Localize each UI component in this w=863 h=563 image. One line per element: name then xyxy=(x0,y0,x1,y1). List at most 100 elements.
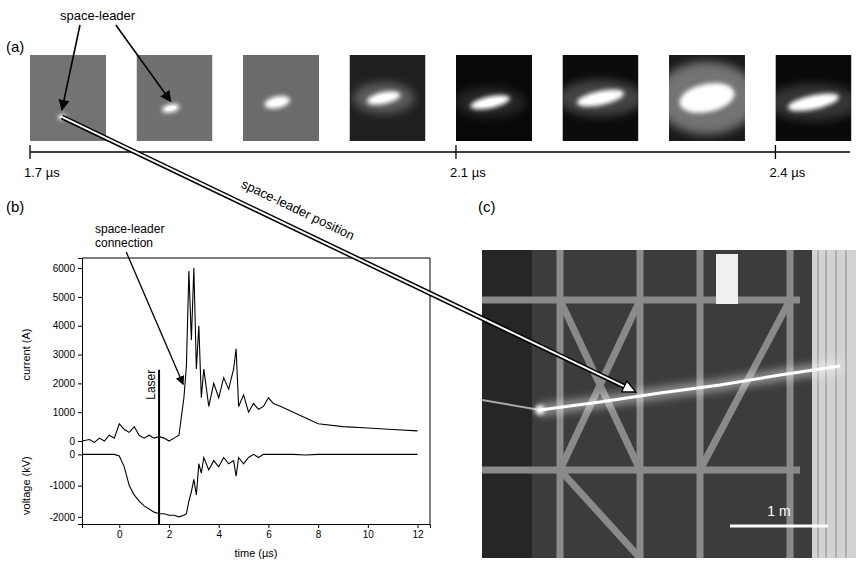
photo-curtain xyxy=(812,250,856,558)
timeline-tick xyxy=(775,145,776,159)
y2-axis-tick: -2000 xyxy=(49,512,82,523)
tick-label: 5000 xyxy=(53,292,76,303)
scale-bar-label: 1 m xyxy=(767,503,790,519)
timeline-label: 1.7 µs xyxy=(24,165,60,180)
timeline-label: 2.1 µs xyxy=(450,165,486,180)
axis-line xyxy=(78,259,83,525)
tick-mark xyxy=(268,524,269,528)
timeline-axis xyxy=(30,151,850,152)
panel-c: 1 m xyxy=(482,250,856,558)
photo-beam xyxy=(637,250,644,558)
frame-content xyxy=(775,55,851,141)
frame-glow xyxy=(562,80,638,116)
panel-label: (c) xyxy=(478,198,496,215)
space-leader-blob xyxy=(787,90,841,115)
x-axis-tick: 6 xyxy=(266,524,272,540)
tick-mark xyxy=(78,326,82,327)
photo-beam xyxy=(560,470,640,558)
frame-glow xyxy=(775,84,851,120)
space-leader-core xyxy=(797,96,829,109)
panel-label: (b) xyxy=(6,198,24,215)
link-arrow xyxy=(62,117,636,392)
timeline-tick xyxy=(455,145,456,159)
y-axis-title: current (A) xyxy=(20,329,32,381)
y-axis-tick: 5000 xyxy=(53,292,82,303)
timeline-tick xyxy=(29,145,30,159)
tick-label: 10 xyxy=(363,529,375,540)
panel-label: (a) xyxy=(6,38,24,55)
plot-frame xyxy=(82,258,430,524)
spark xyxy=(540,366,840,410)
frame-glow xyxy=(669,62,745,135)
timeline-label: 2.4 µs xyxy=(769,165,805,180)
frame xyxy=(136,55,212,141)
y2-axis: -2000-10000 xyxy=(49,259,82,525)
tick-mark xyxy=(78,486,82,487)
space-leader-core xyxy=(373,93,394,103)
frame-image xyxy=(349,55,425,141)
series-line xyxy=(82,454,418,516)
tick-label: -2000 xyxy=(49,512,75,523)
link-arrow-head xyxy=(622,381,636,392)
x-axis-tick: 12 xyxy=(413,524,425,540)
tick-mark xyxy=(78,297,82,298)
photo-curtain-fold xyxy=(825,250,827,558)
frame-image xyxy=(136,55,212,141)
annotation-arrow xyxy=(116,25,171,101)
frame-content xyxy=(30,55,106,141)
space-leader-blob xyxy=(677,78,738,117)
axis-line xyxy=(83,525,431,529)
tick-mark xyxy=(78,517,82,518)
frame xyxy=(657,55,758,141)
x-axis-title: time (µs) xyxy=(234,547,277,559)
spark-end xyxy=(535,405,545,415)
space-leader-blob xyxy=(576,86,626,110)
tick-label: 0 xyxy=(117,529,123,540)
frame-glow xyxy=(353,82,414,113)
tick-label: 1000 xyxy=(53,407,76,418)
photo-curtain-fold xyxy=(835,250,837,558)
axis-line xyxy=(78,259,83,525)
photo-beam xyxy=(697,250,704,558)
tick-label: 2000 xyxy=(53,378,76,389)
tick-mark xyxy=(318,524,319,528)
y-axis-tick: 4000 xyxy=(53,320,82,331)
y-axis-tick: 0 xyxy=(69,436,82,447)
photo-curtain-fold xyxy=(845,250,847,558)
scale-bar xyxy=(730,525,828,528)
frame xyxy=(30,55,106,141)
link-arrow-outline xyxy=(62,117,624,386)
space-leader-core xyxy=(165,105,176,111)
annotation-line: space-leader xyxy=(95,222,164,236)
tick-label: 12 xyxy=(413,529,425,540)
photo-curtain-fold xyxy=(817,250,819,558)
frame xyxy=(557,55,643,141)
tick-label: 6 xyxy=(266,529,272,540)
link-annotation: space-leader position xyxy=(239,176,357,243)
x-axis-tick: 10 xyxy=(363,524,375,540)
frame xyxy=(767,55,861,141)
frame-content xyxy=(349,55,425,141)
spark-glow xyxy=(540,366,840,410)
tick-mark xyxy=(119,524,120,528)
photo-background xyxy=(482,250,856,558)
marker-label: Laser xyxy=(144,370,158,400)
y-axis-tick: 3000 xyxy=(53,349,82,360)
tick-mark xyxy=(78,383,82,384)
x-axis-tick: 4 xyxy=(216,524,222,540)
tick-label: 0 xyxy=(69,436,75,447)
tick-mark xyxy=(78,441,82,442)
panel-a: 1.7 µs2.1 µs2.4 µsspace-leader xyxy=(24,8,860,180)
tick-mark xyxy=(78,268,82,269)
space-leader-blob xyxy=(161,103,180,115)
frame xyxy=(243,55,319,141)
frame-content xyxy=(243,55,319,141)
x-axis: 0 2 4 6 8 10 12 xyxy=(83,524,431,540)
space-leader-blob xyxy=(469,92,511,112)
tick-label: 2 xyxy=(167,529,173,540)
tick-label: 8 xyxy=(316,529,322,540)
tick-mark xyxy=(78,412,82,413)
y-axis-tick: 2000 xyxy=(53,378,82,389)
marker-line xyxy=(158,370,160,524)
tick-label: 3000 xyxy=(53,349,76,360)
